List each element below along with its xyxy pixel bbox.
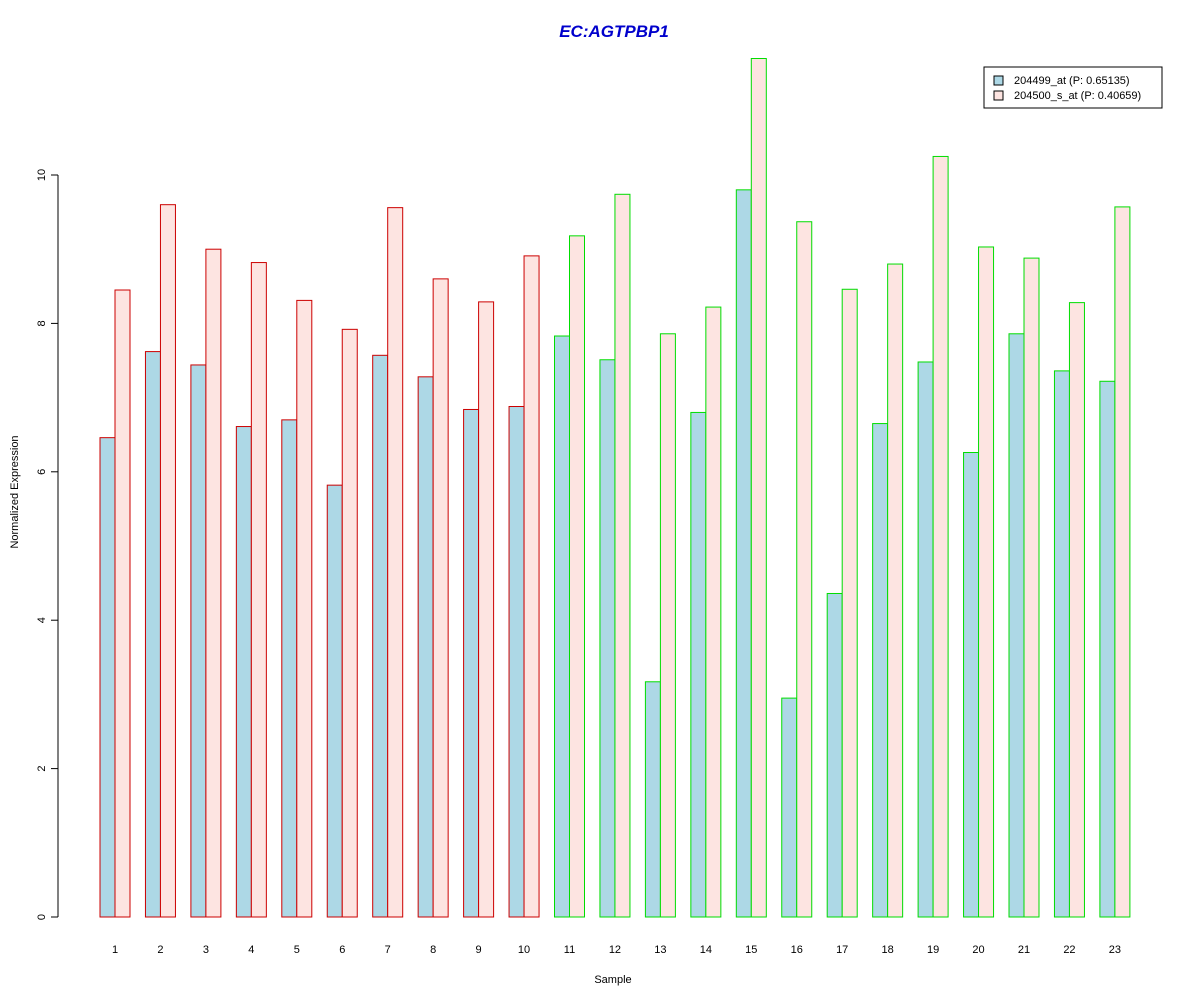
bar-series-1-sample-8 <box>417 376 434 918</box>
x-tick-label: 23 <box>1109 944 1121 956</box>
bar-series-2-sample-11 <box>569 235 585 918</box>
bar-series-2-sample-1 <box>114 289 131 918</box>
bar-series-1-sample-21 <box>1008 333 1025 918</box>
y-tick-label: 6 <box>36 469 48 475</box>
bar-series-2-sample-12 <box>614 193 631 918</box>
bar-series-1-sample-10 <box>508 406 525 918</box>
x-tick-label: 18 <box>882 944 894 956</box>
x-tick-label: 3 <box>203 944 209 956</box>
x-tick-label: 1 <box>112 944 118 956</box>
x-tick-label: 4 <box>248 944 254 956</box>
bar-series-2-sample-4 <box>250 262 267 918</box>
legend-swatch <box>993 75 1004 86</box>
x-tick-label: 14 <box>700 944 712 956</box>
bar-series-1-sample-14 <box>690 411 707 918</box>
bar-series-1-sample-2 <box>144 351 161 918</box>
bar-series-2-sample-17 <box>841 288 858 918</box>
bars <box>99 58 1131 918</box>
bar-series-1-sample-4 <box>235 426 252 918</box>
bar-series-1-sample-13 <box>644 681 661 918</box>
bar-series-1-sample-17 <box>826 592 843 918</box>
x-tick-label: 16 <box>791 944 803 956</box>
bar-series-2-sample-15 <box>750 58 767 918</box>
bar-series-2-sample-3 <box>205 248 222 918</box>
bar-series-1-sample-12 <box>599 359 616 918</box>
x-tick-label: 11 <box>564 944 575 956</box>
bar-series-2-sample-9 <box>478 301 495 918</box>
bar-series-1-sample-5 <box>281 419 298 918</box>
y-axis: 0 2 4 6 8 10 <box>36 169 59 920</box>
x-tick-label: 8 <box>430 944 436 956</box>
bar-series-2-sample-5 <box>296 299 313 918</box>
bar-series-2-sample-14 <box>705 306 722 918</box>
bar-series-1-sample-6 <box>326 484 343 918</box>
bar-series-1-sample-20 <box>963 452 980 918</box>
bar-series-2-sample-18 <box>887 263 904 918</box>
x-tick-label: 17 <box>836 944 848 956</box>
x-tick-label: 7 <box>385 944 391 956</box>
x-tick-label: 15 <box>745 944 757 956</box>
y-tick-label: 4 <box>36 617 48 623</box>
bar-series-2-sample-13 <box>659 333 676 918</box>
bar-series-2-sample-22 <box>1068 302 1085 918</box>
x-tick-label: 13 <box>654 944 666 956</box>
legend: 204499_at (P: 0.65135) 204500_s_at (P: 0.… <box>983 66 1163 109</box>
y-tick-label: 0 <box>36 914 48 920</box>
legend-label: 204499_at (P: 0.65135) <box>1014 75 1130 87</box>
bar-series-1-sample-23 <box>1099 380 1116 918</box>
x-tick-label: 12 <box>609 944 621 956</box>
y-tick-label: 10 <box>36 169 48 181</box>
x-tick-label: 21 <box>1018 944 1030 956</box>
bar-series-2-sample-7 <box>387 207 404 918</box>
bar-series-1-sample-22 <box>1053 370 1070 918</box>
bar-series-1-sample-1 <box>99 437 116 918</box>
bar-series-1-sample-7 <box>372 354 389 918</box>
bar-series-2-sample-19 <box>932 155 949 918</box>
bar-series-1-sample-15 <box>735 189 752 918</box>
bar-series-1-sample-9 <box>463 408 480 918</box>
y-tick-label: 8 <box>36 320 48 326</box>
legend-box <box>983 66 1163 109</box>
x-tick-label: 20 <box>972 944 984 956</box>
bar-series-1-sample-18 <box>872 423 889 918</box>
bar-series-1-sample-3 <box>190 364 207 918</box>
bar-series-2-sample-8 <box>432 278 449 918</box>
x-axis-label: Sample <box>594 974 631 986</box>
bar-series-2-sample-21 <box>1023 257 1040 918</box>
x-tick-label: 2 <box>157 944 163 956</box>
x-tick-label: 19 <box>927 944 939 956</box>
x-tick-label: 9 <box>476 944 482 956</box>
bar-series-1-sample-16 <box>781 697 798 918</box>
bar-series-2-sample-10 <box>523 255 540 918</box>
x-tick-label: 5 <box>294 944 300 956</box>
y-axis-label: Normalized Expression <box>9 435 21 548</box>
x-tick-label: 6 <box>339 944 345 956</box>
x-tick-label: 22 <box>1063 944 1075 956</box>
bar-series-2-sample-6 <box>341 328 358 918</box>
legend-swatch <box>993 90 1004 101</box>
bar-series-1-sample-19 <box>917 361 934 918</box>
x-tick-label: 10 <box>518 944 530 956</box>
bar-series-2-sample-23 <box>1114 206 1131 918</box>
chart-title: EC:AGTPBP1 <box>559 22 669 41</box>
bar-series-2-sample-20 <box>978 246 995 918</box>
bar-series-1-sample-11 <box>554 335 570 918</box>
y-tick-label: 2 <box>36 766 48 772</box>
x-axis-tick-labels: 1 2 3 4 5 6 7 8 9 10 11 12 13 14 15 16 17 18 19 20 21 22 23 <box>112 944 1121 956</box>
legend-label: 204500_s_at (P: 0.40659) <box>1014 90 1141 102</box>
bar-series-2-sample-2 <box>159 204 176 918</box>
bar-series-2-sample-16 <box>796 221 813 918</box>
